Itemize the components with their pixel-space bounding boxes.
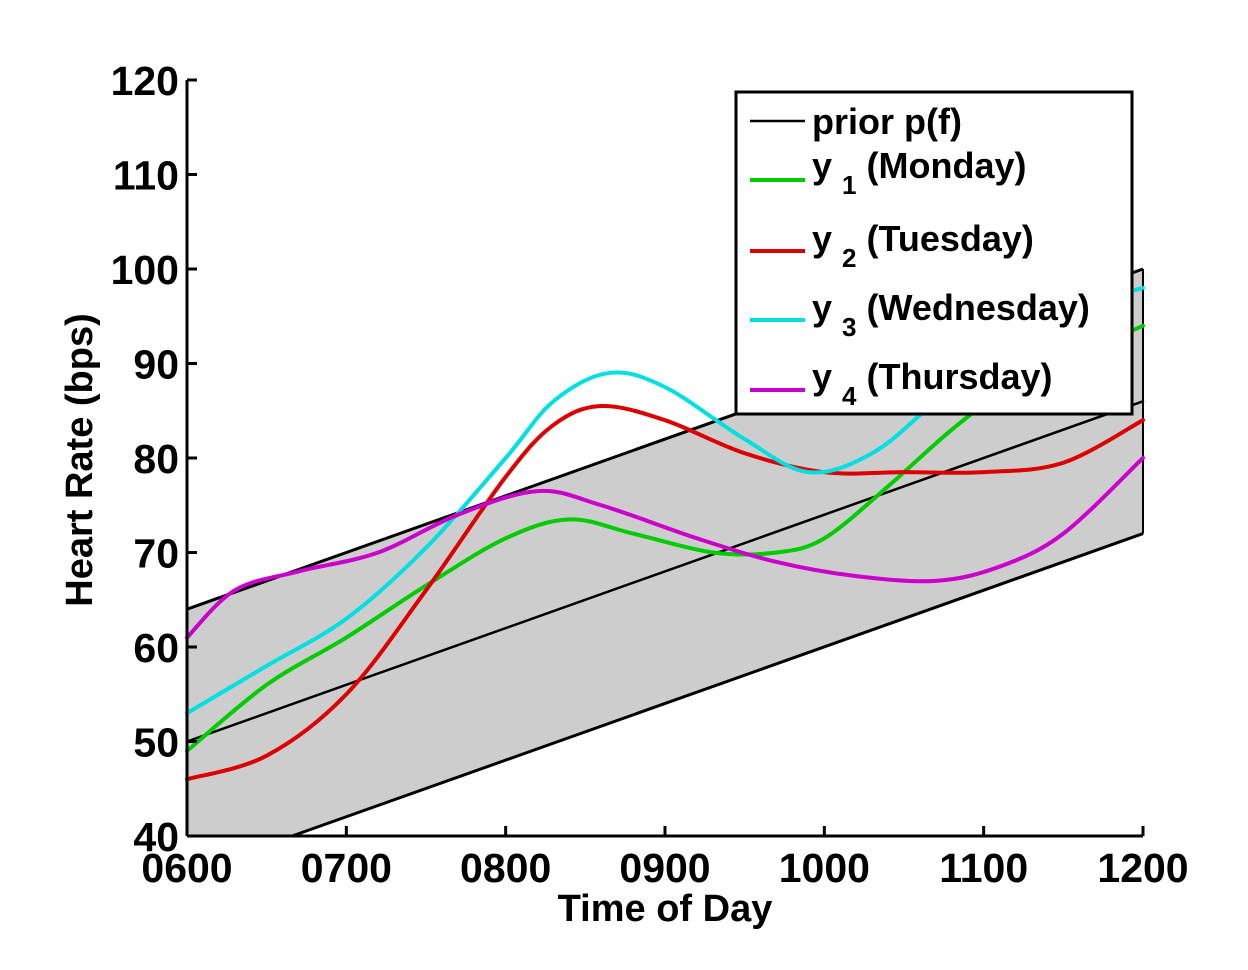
band-lower-edge <box>291 532 1144 838</box>
legend-label-prior: prior p(f) <box>812 101 962 142</box>
legend-label-thursday: y 4 (Thursday) <box>812 356 1053 413</box>
legend-label-wednesday-main: y <box>812 287 832 328</box>
series-line-prior <box>185 400 1145 743</box>
x-tick-label: 0600 <box>141 845 232 891</box>
legend-label-monday: y 1 (Monday) <box>812 145 1027 202</box>
legend-label-tuesday-main: y <box>812 218 832 259</box>
y-tick-label: 100 <box>111 247 179 293</box>
x-tick-label: 1100 <box>939 845 1028 891</box>
y-tick-label: 80 <box>133 436 179 482</box>
legend-label-thursday-rest: (Thursday) <box>867 356 1053 397</box>
x-axis-ticks: 0600 0700 0800 0900 1000 1100 1200 <box>141 826 1189 891</box>
legend-label-tuesday: y 2 (Tuesday) <box>812 218 1034 275</box>
y-axis-ticks: 40 50 60 70 80 90 100 110 120 <box>111 58 197 860</box>
x-axis-title: Time of Day <box>558 888 773 930</box>
y-tick-label: 120 <box>111 58 179 104</box>
legend-label-wednesday: y 3 (Wednesday) <box>812 287 1090 344</box>
legend-label-monday-rest: (Monday) <box>867 145 1027 186</box>
legend-label-tuesday-sub: 2 <box>842 243 856 273</box>
legend-label-wednesday-rest: (Wednesday) <box>867 287 1090 328</box>
legend-label-thursday-main: y <box>812 356 832 397</box>
series-line-y2 <box>185 404 1145 782</box>
y-axis-title: Heart Rate (bps) <box>59 313 101 607</box>
y-tick-label: 90 <box>133 342 179 388</box>
x-tick-label: 0800 <box>460 845 551 891</box>
y-tick-label: 40 <box>133 814 179 860</box>
y-tick-label: 110 <box>113 153 179 199</box>
y-tick-label: 50 <box>133 720 179 766</box>
y-tick-label: 70 <box>133 531 179 577</box>
legend-label-monday-main: y <box>812 145 832 186</box>
legend-label-monday-sub: 1 <box>842 170 856 200</box>
x-tick-label: 1200 <box>1097 845 1188 891</box>
legend-label-tuesday-rest: (Tuesday) <box>867 218 1034 259</box>
x-tick-label: 1000 <box>779 845 870 891</box>
legend-label-prior-main: prior p(f) <box>812 101 962 142</box>
x-tick-label: 0900 <box>619 845 710 891</box>
series-line-y4 <box>185 456 1145 640</box>
x-tick-label: 0700 <box>301 845 392 891</box>
legend-label-thursday-sub: 4 <box>842 381 857 411</box>
legend: prior p(f) y 1 (Monday) y 2 (Tuesday) y … <box>734 90 1134 416</box>
legend-label-wednesday-sub: 3 <box>842 312 856 342</box>
y-tick-label: 60 <box>133 625 179 671</box>
